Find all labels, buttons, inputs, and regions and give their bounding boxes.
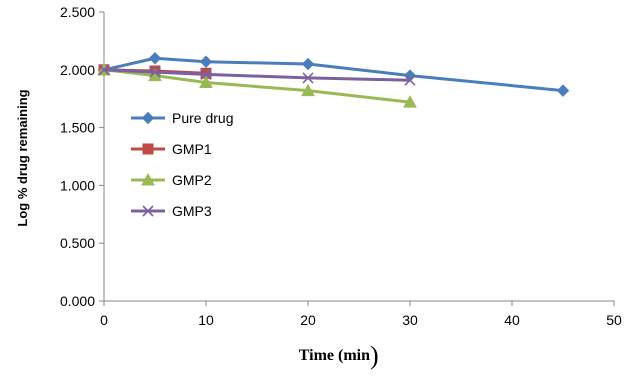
marker-stroke xyxy=(302,72,314,84)
x-axis-title-paren: ) xyxy=(370,341,379,370)
data-point-gmp3 xyxy=(302,72,314,84)
legend-marker xyxy=(142,143,154,155)
x-tick-label: 50 xyxy=(606,312,622,328)
legend-label: GMP3 xyxy=(172,203,212,219)
data-point-pure-drug xyxy=(556,84,570,97)
data-point-gmp2 xyxy=(301,83,315,97)
y-tick-label: 2.000 xyxy=(60,62,95,78)
data-point-pure-drug xyxy=(301,57,315,71)
data-point-gmp3 xyxy=(404,74,416,86)
data-point-gmp2 xyxy=(403,95,417,108)
series-line-pure-drug xyxy=(103,56,564,93)
legend-label: GMP2 xyxy=(172,172,212,188)
legend-label: GMP1 xyxy=(172,141,212,157)
data-point-pure-drug xyxy=(199,55,213,68)
series-pure-drug xyxy=(97,52,570,97)
legend-item-gmp1: GMP1 xyxy=(131,141,212,157)
marker-stroke xyxy=(404,74,416,86)
data-point-gmp3 xyxy=(200,68,212,80)
axes: 0.000 0.500 1.000 1.500 2.000 2.500 0 10 20 30 40 5… xyxy=(60,4,622,328)
marker-stroke xyxy=(200,68,212,80)
data-point-gmp3 xyxy=(149,66,161,78)
data-point-gmp3 xyxy=(98,64,110,76)
y-tick-label: 0.000 xyxy=(60,293,95,309)
legend-marker xyxy=(141,111,155,125)
y-tick-label: 1.500 xyxy=(60,120,95,136)
y-tick-label: 0.500 xyxy=(60,235,95,251)
legend-item-gmp2: GMP2 xyxy=(131,172,212,188)
x-tick-label: 0 xyxy=(100,312,108,328)
legend-marker xyxy=(142,205,154,217)
y-tick-label: 2.500 xyxy=(60,4,95,20)
x-tick-label: 40 xyxy=(504,312,520,328)
x-tick-label: 20 xyxy=(300,312,316,328)
legend-item-gmp3: GMP3 xyxy=(131,203,212,219)
legend-item-pure-drug: Pure drug xyxy=(131,110,233,126)
series-line-gmp2 xyxy=(103,68,411,104)
x-tick-label: 10 xyxy=(198,312,214,328)
y-axis-title: Log % drug remaining xyxy=(15,89,30,226)
marker-stroke xyxy=(142,205,154,217)
data-point-pure-drug xyxy=(148,52,162,65)
series-gmp3 xyxy=(98,64,416,86)
x-axis-title: Time (min xyxy=(299,347,370,364)
marker-stroke xyxy=(98,64,110,76)
marker-stroke xyxy=(149,66,161,78)
x-tick-label: 30 xyxy=(402,312,418,328)
legend: Pure drug GMP1 GMP2 GMP3 xyxy=(131,110,233,219)
series-layer xyxy=(97,52,570,108)
data-point-gmp2 xyxy=(199,75,213,89)
legend-label: Pure drug xyxy=(172,110,233,126)
legend-marker xyxy=(141,172,155,186)
y-tick-label: 1.000 xyxy=(60,177,95,193)
